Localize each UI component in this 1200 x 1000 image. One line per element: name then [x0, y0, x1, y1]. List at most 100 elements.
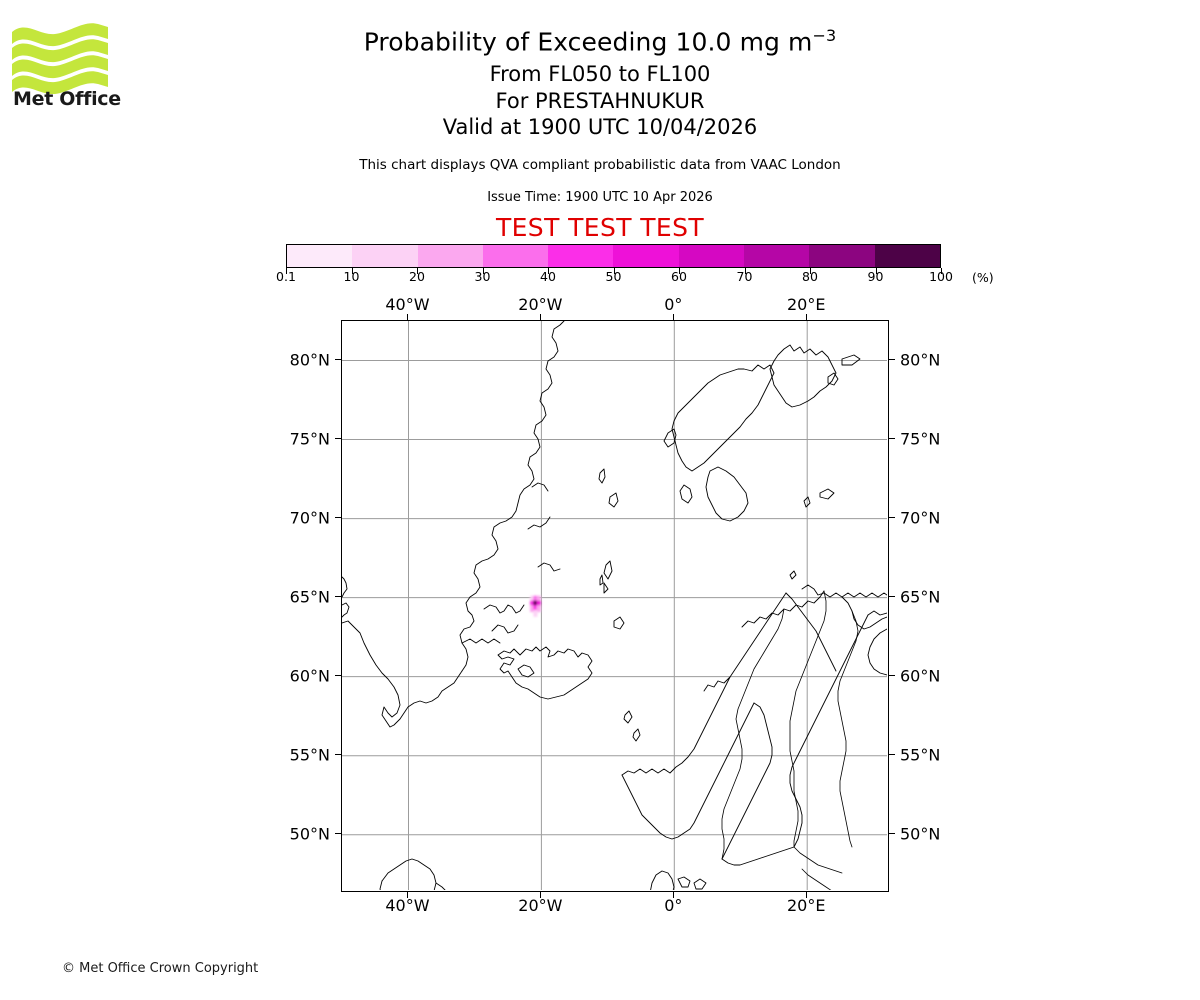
lat-tickmark-right-50 [889, 833, 895, 835]
lon-tickmark-bottom-3 [805, 892, 807, 898]
colorbar-tick-label-10: 100 [929, 269, 953, 284]
colorbar-tick-7 [744, 268, 746, 274]
lat-label-left-70: 70°N [289, 508, 330, 528]
map-plot-area[interactable] [341, 320, 889, 892]
lon-tickmark-bottom-1 [539, 892, 541, 898]
lat-label-left-50: 50°N [289, 824, 330, 844]
plume-cell-1 [533, 595, 538, 603]
plume-cell-7 [533, 605, 538, 613]
lon-label-top-0: 0° [664, 295, 683, 314]
lat-label-left-55: 55°N [289, 745, 330, 765]
lat-tickmark-right-55 [889, 754, 895, 756]
lat-tickmark-left-65 [335, 596, 341, 598]
lat-label-right-55: 55°N [900, 745, 941, 765]
lat-label-left-80: 80°N [289, 350, 330, 369]
colorbar-segment-8 [809, 245, 875, 267]
colorbar-segment-6 [678, 245, 745, 267]
colorbar-segment-3 [482, 245, 549, 267]
colorbar-tick-4 [548, 268, 549, 274]
lon-tickmark-top-2 [672, 314, 674, 320]
plume-cells [530, 595, 541, 617]
colorbar-segment-4 [548, 245, 614, 267]
plume-cell-3 [530, 600, 535, 608]
test-banner: TEST TEST TEST [495, 213, 705, 242]
lat-label-left-65: 65°N [289, 587, 330, 607]
lat-label-right-50: 50°N [900, 824, 941, 844]
colorbar-tick-label-8: 80 [802, 269, 818, 284]
copyright-notice: © Met Office Crown Copyright [62, 961, 259, 976]
colorbar-tick-1 [351, 268, 353, 274]
lat-tickmark-left-55 [335, 754, 341, 756]
colorbar-tick-6 [679, 268, 680, 274]
colorbar-segment-0 [287, 245, 353, 267]
plume-cell-5 [536, 600, 541, 608]
colorbar-tick-label-1: 10 [343, 269, 360, 284]
lon-label-top-20e: 20°E [787, 295, 826, 314]
plume-cell-9 [533, 609, 538, 617]
colorbar-tick-3 [482, 268, 484, 274]
colorbar-gradient [286, 244, 941, 268]
lat-tickmark-left-75 [335, 438, 341, 440]
lon-label-bottom-20w: 20°W [518, 896, 563, 915]
colorbar-tick-labels: 0.1 10 20 30 40 50 60 70 80 90 100 [276, 269, 953, 289]
colorbar-tick-label-2: 20 [409, 269, 425, 284]
colorbar-tick-8 [810, 268, 811, 274]
plume-cell-0 [530, 595, 535, 603]
lon-tickmark-top-1 [539, 314, 541, 320]
page-title-exponent: −3 [812, 26, 837, 45]
probability-colorbar [286, 244, 941, 268]
colorbar-tick-5 [613, 268, 615, 274]
colorbar-tick-label-9: 90 [867, 269, 884, 284]
colorbar-tick-9 [875, 268, 877, 274]
colorbar-segment-9 [874, 245, 940, 267]
lon-label-top-40w: 40°W [385, 295, 430, 314]
met-office-wave-mark [12, 23, 108, 94]
ash-concentration-plume [530, 595, 541, 617]
colorbar-segment-7 [744, 245, 810, 267]
colorbar-tick-2 [417, 268, 418, 274]
lat-label-right-80: 80°N [900, 350, 941, 369]
plume-cell-6 [530, 605, 535, 613]
colorbar-tick-10 [941, 268, 942, 274]
flight-level-subtitle: From FL050 to FL100 [489, 62, 711, 86]
lon-label-bottom-20e: 20°E [787, 896, 826, 915]
plume-cell-8 [536, 605, 541, 613]
lat-tickmark-right-70 [889, 517, 895, 519]
colorbar-unit-label: (%) [972, 270, 994, 285]
lat-tickmark-left-80 [335, 359, 341, 360]
colorbar-tick-label-0: 0.1 [276, 269, 296, 284]
lat-label-right-60: 60°N [900, 666, 941, 686]
colorbar-tick-label-5: 50 [605, 269, 622, 284]
met-office-logo-text: Met Office [13, 88, 121, 110]
lat-label-left-75: 75°N [289, 429, 330, 449]
lat-label-right-65: 65°N [900, 587, 941, 607]
lat-tickmark-left-60 [335, 675, 341, 677]
page-title: Probability of Exceeding 10.0 mg m−3 [0, 26, 1200, 56]
met-office-logo [12, 22, 112, 112]
colorbar-segment-1 [352, 245, 418, 267]
location-subtitle: For PRESTAHNUKUR [495, 89, 705, 113]
lon-tickmark-top-3 [805, 314, 807, 320]
colorbar-tick-label-4: 40 [540, 269, 556, 284]
map-canvas [342, 321, 887, 890]
issue-time: Issue Time: 1900 UTC 10 Apr 2026 [487, 190, 713, 205]
lat-tickmark-left-70 [335, 517, 341, 519]
plume-cell-4 [533, 600, 538, 608]
lat-label-left-60: 60°N [289, 666, 330, 686]
lat-tickmark-right-60 [889, 675, 895, 677]
lat-label-right-70: 70°N [900, 508, 941, 528]
country-borders [721, 590, 859, 890]
lon-label-bottom-0: 0° [664, 896, 683, 915]
lon-tickmark-bottom-0 [406, 892, 408, 898]
colorbar-tick-label-7: 70 [736, 269, 753, 284]
coastlines [342, 321, 887, 890]
lat-tickmark-left-50 [335, 833, 341, 835]
valid-time-subtitle: Valid at 1900 UTC 10/04/2026 [442, 115, 758, 139]
lat-tickmark-right-65 [889, 596, 895, 598]
map-gridlines [342, 321, 887, 890]
colorbar-tick-label-3: 30 [474, 269, 491, 284]
colorbar-segment-2 [417, 245, 483, 267]
colorbar-segment-5 [613, 245, 679, 267]
qva-note: This chart displays QVA compliant probab… [359, 157, 841, 173]
lat-tickmark-right-80 [889, 359, 895, 360]
